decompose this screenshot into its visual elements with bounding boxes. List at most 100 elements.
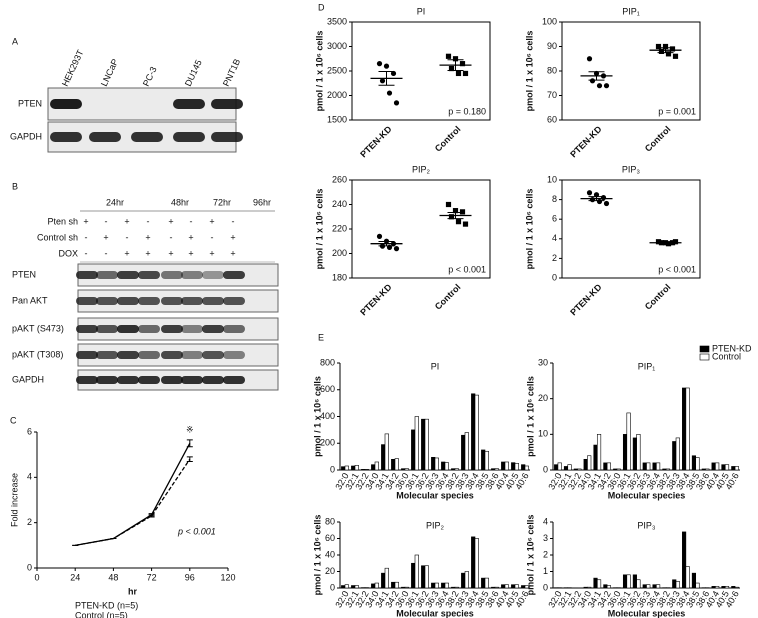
- y-tick-label: 200: [320, 438, 335, 448]
- bar: [404, 586, 409, 589]
- sem-bar: [447, 59, 464, 72]
- y-axis-label: pmol / 1 x 10⁶ cells: [524, 31, 534, 112]
- point: [596, 198, 603, 205]
- y-tick-label: 3: [543, 533, 548, 543]
- bar: [715, 586, 720, 589]
- blot-row-label: Pan AKT: [12, 295, 48, 305]
- bar: [705, 468, 710, 471]
- band: [96, 271, 118, 279]
- bar: [563, 466, 569, 471]
- x-axis-label: hr: [128, 586, 137, 596]
- bar: [656, 462, 661, 471]
- legend-label: Control (n=5): [75, 610, 128, 618]
- chart-title: PI: [417, 6, 426, 16]
- y-axis-label: pmol / 1 x 10⁶ cells: [525, 376, 535, 457]
- series-line: [75, 443, 191, 546]
- bar: [481, 577, 486, 589]
- y-tick-label: 3500: [327, 16, 347, 26]
- point: [459, 209, 466, 215]
- sem-bar: [588, 71, 605, 81]
- bar: [421, 565, 426, 589]
- error-bar: [186, 439, 193, 448]
- panel-label: E: [318, 332, 324, 342]
- chart-title: PIP₂: [426, 520, 445, 530]
- bar: [504, 584, 509, 589]
- condition-mark: +: [145, 248, 150, 258]
- condition-mark: +: [83, 216, 88, 226]
- point: [452, 56, 459, 62]
- y-tick-label: 2500: [327, 65, 347, 75]
- blot-row-label: GAPDH: [10, 131, 42, 141]
- condition-mark: +: [103, 232, 108, 242]
- bar: [391, 581, 396, 589]
- bar: [646, 584, 651, 589]
- band: [202, 297, 224, 305]
- bar: [431, 456, 436, 471]
- legend-label: Control: [712, 351, 741, 361]
- bar: [691, 572, 697, 589]
- sem-bar: [657, 47, 674, 54]
- bar: [424, 418, 429, 471]
- y-tick-label: 400: [320, 411, 335, 421]
- bar: [682, 531, 687, 589]
- point: [386, 90, 393, 96]
- x-tick-label: 120: [220, 572, 235, 582]
- y-tick-label: 2: [27, 517, 32, 527]
- bar: [441, 461, 446, 471]
- bar: [734, 586, 739, 589]
- bar: [474, 538, 479, 589]
- bar: [554, 464, 559, 471]
- bar: [431, 582, 436, 589]
- point: [655, 43, 662, 50]
- bar: [341, 585, 346, 589]
- point: [603, 200, 610, 207]
- plot-frame: [351, 179, 491, 279]
- y-tick-label: 60: [547, 114, 557, 124]
- bar: [424, 565, 429, 589]
- point: [589, 78, 596, 84]
- bar: [381, 572, 386, 589]
- bar: [685, 566, 690, 589]
- point: [445, 53, 452, 59]
- bar: [521, 464, 526, 471]
- bar: [351, 465, 356, 471]
- p-value: p = 0.180: [448, 106, 486, 116]
- bar: [593, 577, 598, 589]
- bar: [665, 468, 671, 471]
- condition-mark: +: [168, 248, 173, 258]
- bar: [656, 584, 661, 589]
- error-bar: [186, 456, 193, 462]
- bar: [662, 468, 667, 471]
- y-tick-label: 1500: [327, 114, 347, 124]
- timepoint: 48hr: [171, 197, 189, 207]
- point: [455, 219, 462, 225]
- band: [181, 351, 203, 359]
- point: [379, 78, 386, 84]
- y-tick-label: 20: [325, 566, 335, 576]
- condition-mark: +: [209, 248, 214, 258]
- band: [76, 271, 98, 279]
- bar: [596, 579, 602, 589]
- y-tick-label: 0: [330, 464, 335, 474]
- chart-title: PIP₃: [637, 520, 656, 530]
- y-tick-label: 2000: [327, 90, 347, 100]
- bar: [504, 461, 509, 471]
- y-tick-label: 240: [332, 199, 347, 209]
- bar: [603, 462, 608, 471]
- blot-row-label: GAPDH: [12, 374, 44, 384]
- bar: [344, 465, 349, 471]
- bar: [672, 579, 677, 589]
- bar: [491, 468, 496, 471]
- bar: [501, 461, 506, 471]
- y-tick-label: 600: [320, 384, 335, 394]
- bar: [511, 584, 516, 589]
- bar: [411, 429, 416, 471]
- point: [448, 65, 455, 72]
- category-label: Control: [643, 282, 673, 312]
- y-tick-label: 3000: [327, 41, 347, 51]
- category-label: Control: [433, 282, 463, 312]
- x-tick-label: 0: [34, 572, 39, 582]
- point: [445, 201, 452, 208]
- lane-label: DU145: [183, 58, 204, 88]
- bar: [695, 582, 700, 589]
